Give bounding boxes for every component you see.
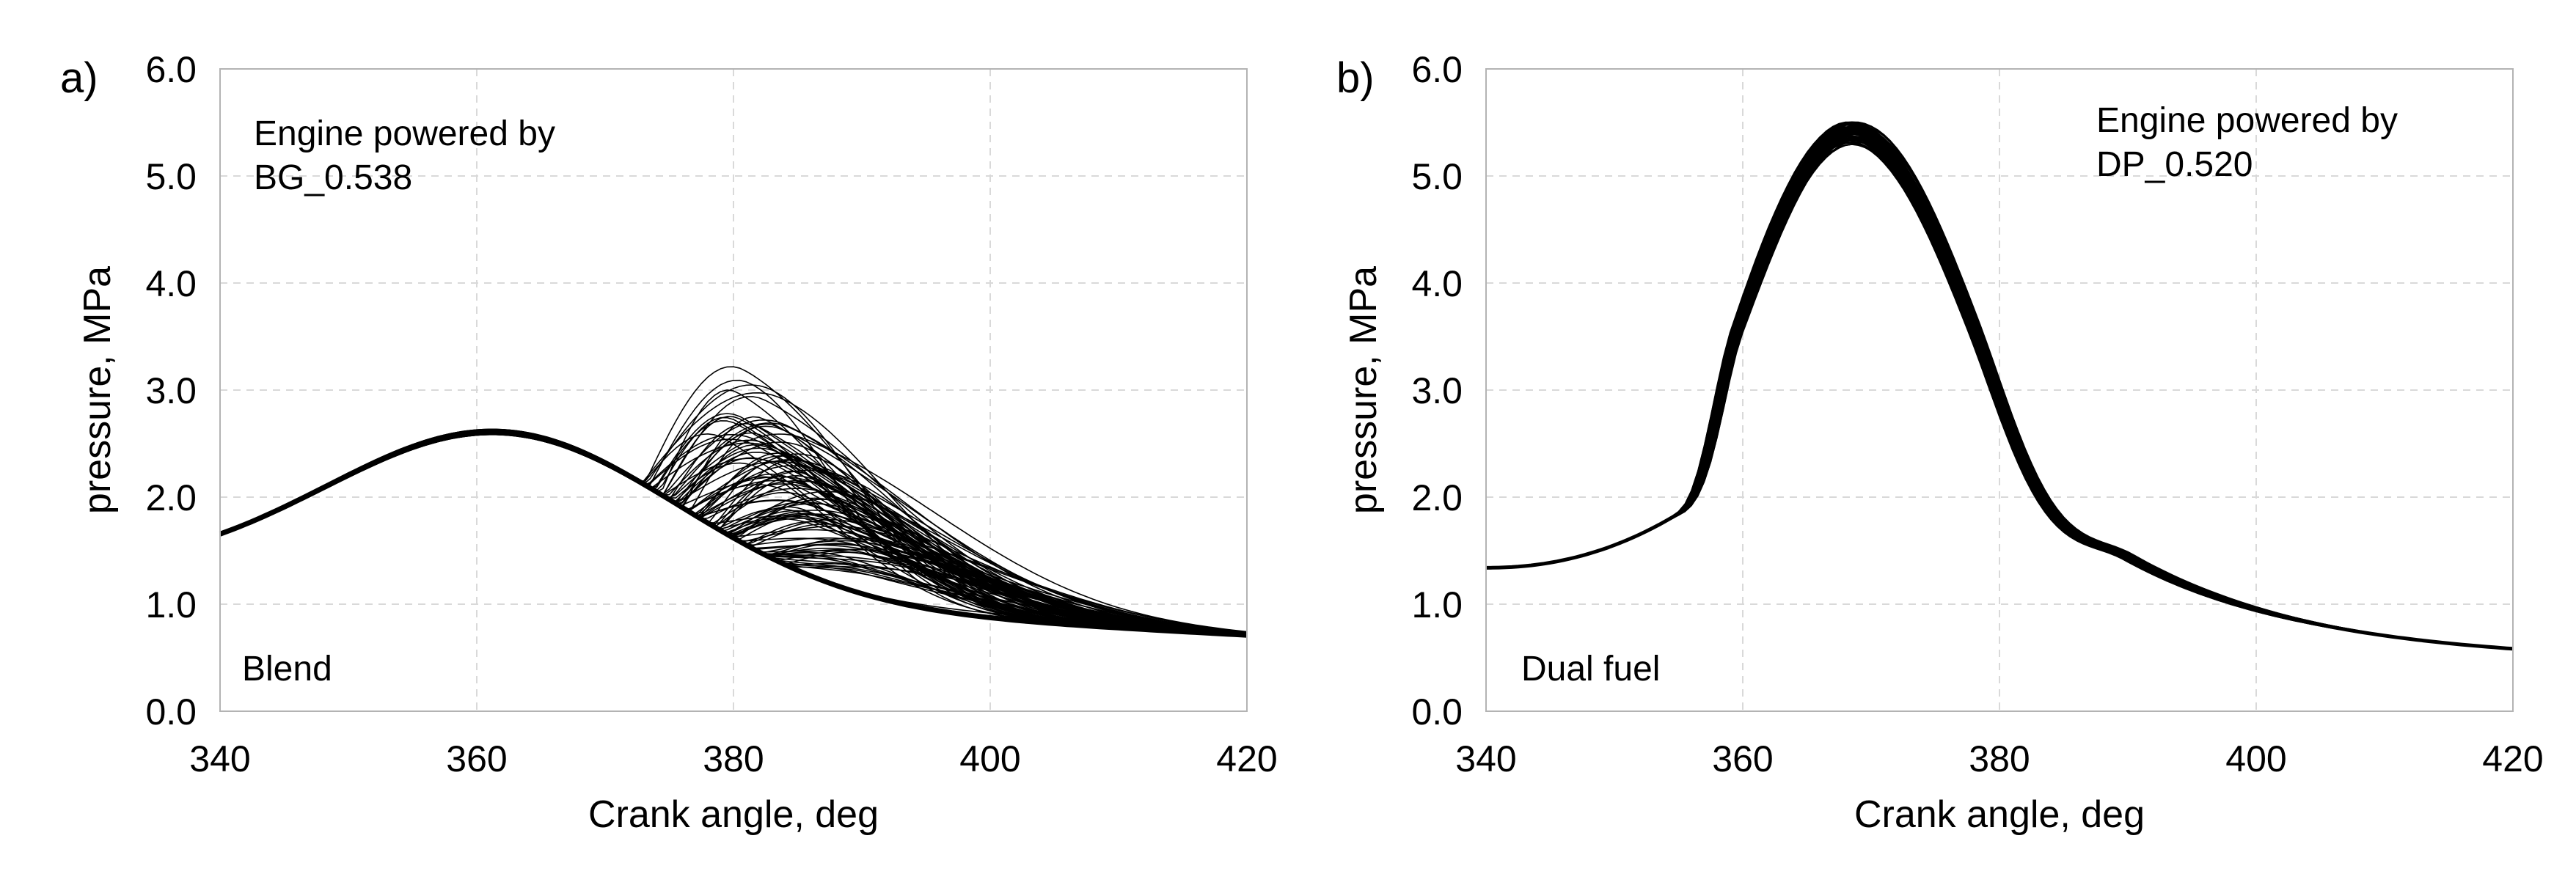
x-tick-label: 420 — [2482, 738, 2543, 779]
corner-label-b: Dual fuel — [1521, 650, 1660, 688]
y-axis-title-a: pressure, MPa — [76, 266, 119, 514]
series-b-cycles — [1485, 121, 2514, 651]
annotation-line-1-a: Engine powered by — [254, 114, 555, 153]
x-tick-label: 400 — [959, 738, 1020, 779]
x-tick-label: 400 — [2225, 738, 2286, 779]
annotation-line-1-b: Engine powered by — [2096, 101, 2398, 140]
grid-a — [220, 69, 1247, 711]
y-tick-label: 3.0 — [145, 370, 197, 411]
y-tick-label: 6.0 — [145, 49, 197, 90]
panel-label-b: b) — [1336, 54, 1375, 102]
y-tick-label: 6.0 — [1411, 49, 1463, 90]
plot-frame-a — [219, 68, 1248, 712]
y-tick-label: 4.0 — [145, 263, 197, 304]
y-tick-label: 4.0 — [1411, 263, 1463, 304]
y-tick-label: 5.0 — [145, 156, 197, 197]
x-tick-label: 360 — [1712, 738, 1773, 779]
panel-a: a) 0.0 1.0 2.0 3.0 4.0 5.0 6.0 340 360 3… — [60, 49, 1278, 836]
y-tick-label: 1.0 — [1411, 584, 1463, 625]
y-tick-label: 0.0 — [145, 691, 197, 732]
series-a-cycles — [219, 366, 1248, 638]
annotation-line-2-b: DP_0.520 — [2096, 145, 2253, 184]
x-tick-label: 340 — [1455, 738, 1516, 779]
panel-label-a: a) — [60, 54, 98, 102]
panel-b: b) 0.0 1.0 2.0 3.0 4.0 5.0 6.0 340 360 3… — [1336, 49, 2544, 836]
pressure-cycle-line — [219, 429, 1248, 638]
y-tick-label: 0.0 — [1411, 691, 1463, 732]
x-tick-label: 380 — [1969, 738, 2030, 779]
y-tick-label: 3.0 — [1411, 370, 1463, 411]
x-axis-title-a: Crank angle, deg — [588, 793, 879, 836]
x-tick-label: 360 — [446, 738, 507, 779]
y-tick-label: 5.0 — [1411, 156, 1463, 197]
y-tick-label: 2.0 — [1411, 477, 1463, 518]
plot-frame-b — [1485, 68, 2514, 712]
y-tick-label: 2.0 — [145, 477, 197, 518]
annotation-line-2-a: BG_0.538 — [254, 158, 412, 197]
corner-label-a: Blend — [242, 650, 332, 688]
pressure-cycle-line — [1485, 131, 2514, 651]
x-axis-title-b: Crank angle, deg — [1854, 793, 2145, 836]
y-axis-title-b: pressure, MPa — [1342, 266, 1385, 514]
x-tick-label: 420 — [1216, 738, 1277, 779]
x-tick-label: 380 — [703, 738, 764, 779]
y-tick-label: 1.0 — [145, 584, 197, 625]
x-tick-label: 340 — [189, 738, 250, 779]
